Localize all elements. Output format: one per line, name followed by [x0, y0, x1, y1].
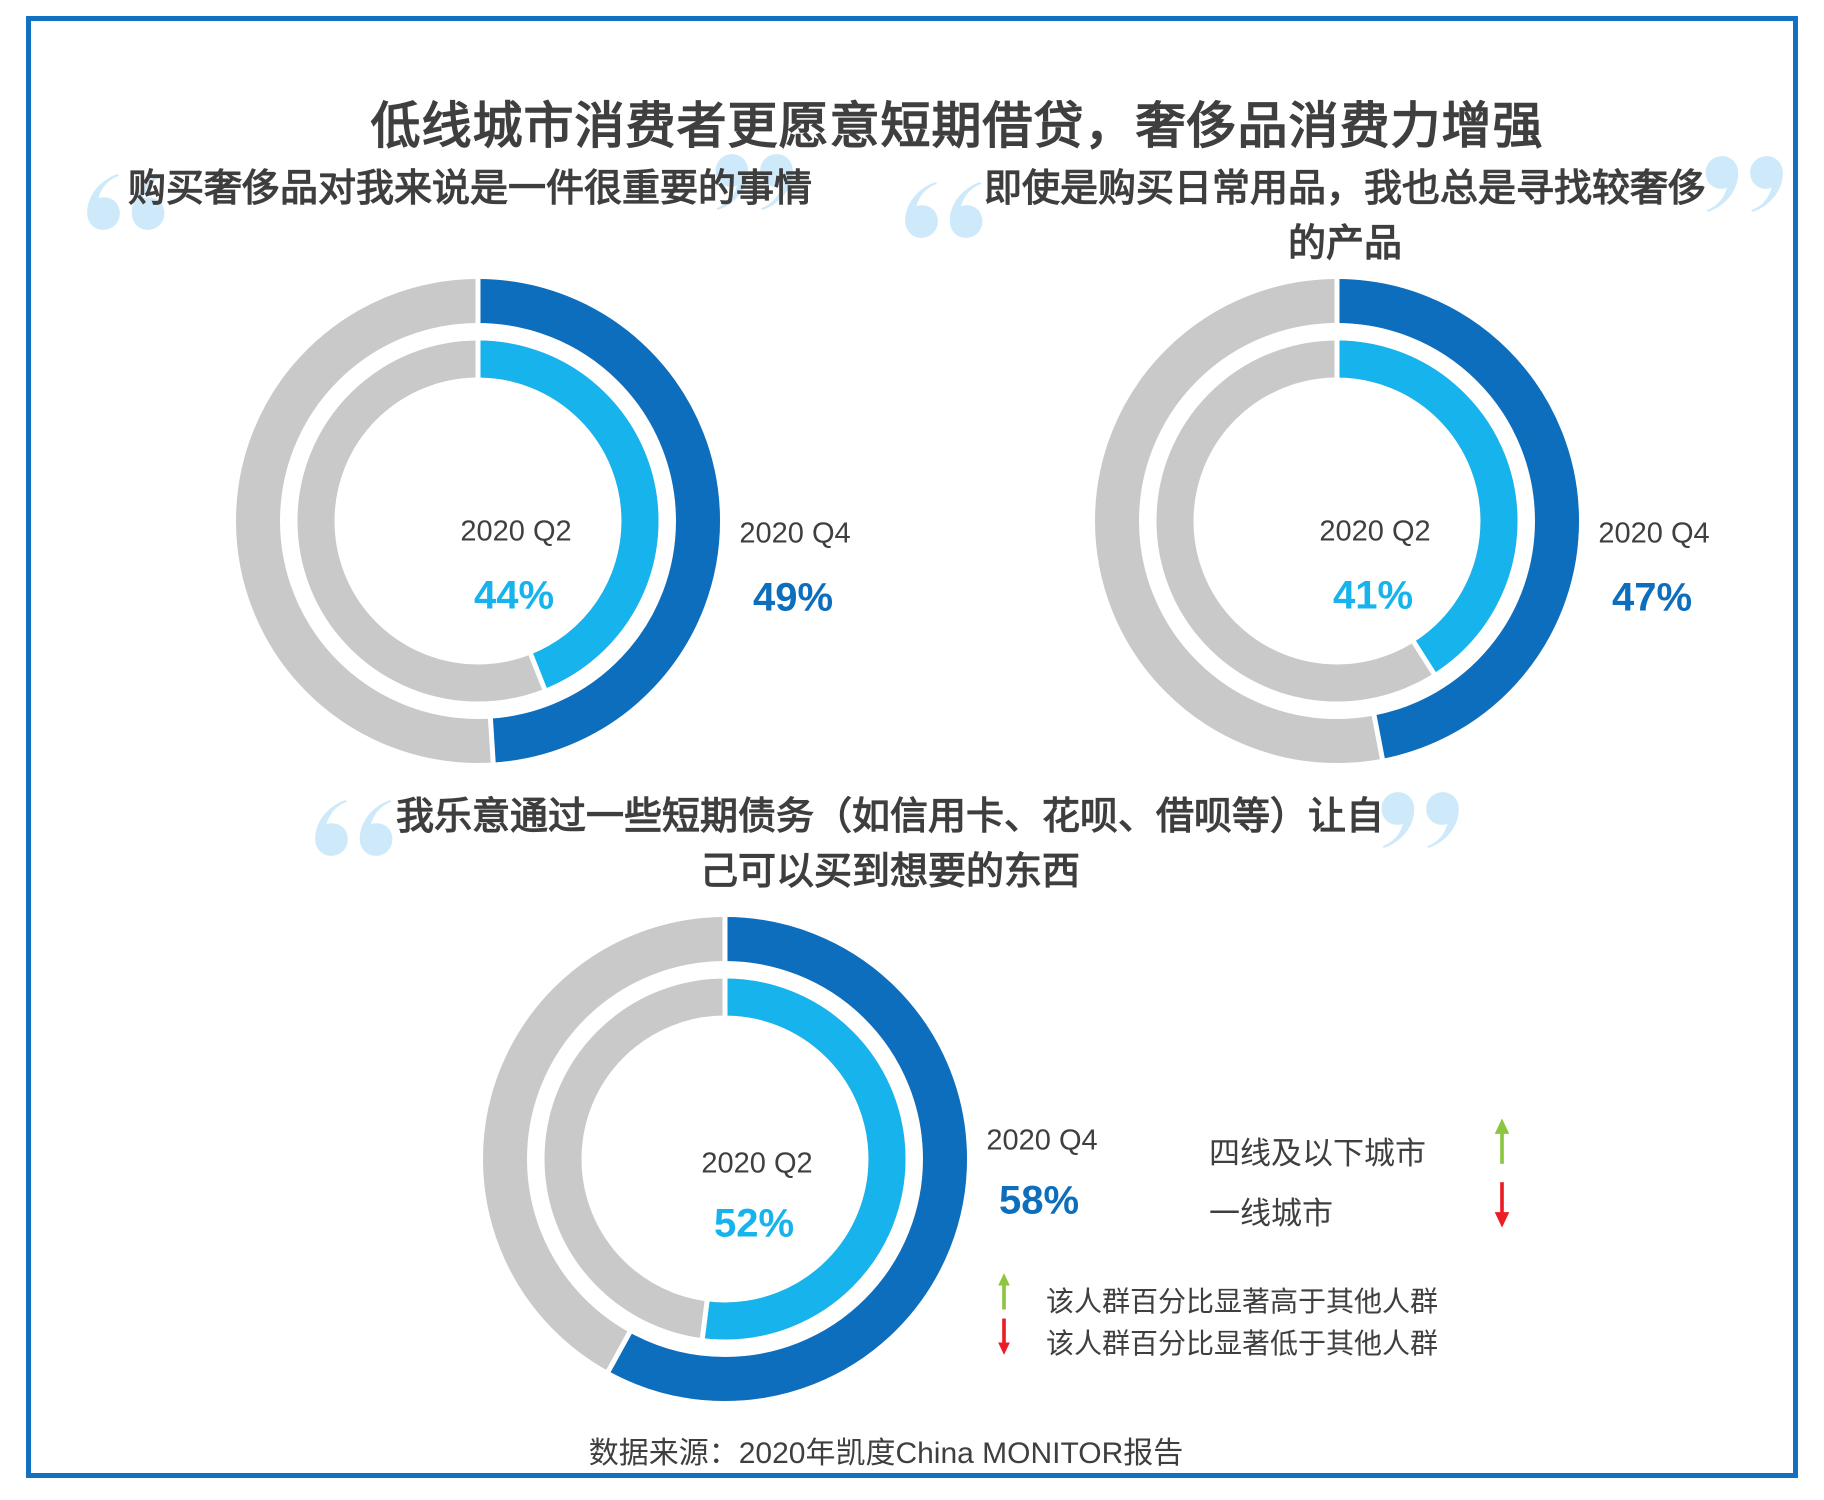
ring-separator-inner-end: [699, 1297, 710, 1342]
arrow-head: [1494, 1212, 1510, 1228]
donut2-q2-label: 2020 Q2: [1319, 515, 1431, 548]
down-arrow-icon: [1494, 1182, 1510, 1228]
up-arrow-icon: [998, 1273, 1010, 1310]
quote-3-text: 我乐意通过一些短期债务（如信用卡、花呗、借呗等）让自己可以买到想要的东西: [395, 796, 1384, 894]
up-arrow-icon: [1494, 1118, 1510, 1164]
donut1-q2-label: 2020 Q2: [460, 515, 572, 548]
donut1-q4-value: 49%: [752, 575, 834, 620]
ring-separator-outer-end: [487, 715, 496, 763]
donut3-q4-value: 58%: [998, 1178, 1080, 1223]
page-title: 低线城市消费者更愿意短期借贷，奢侈品消费力增强: [370, 98, 1544, 154]
note-significantly-lower: 该人群百分比显著低于其他人群: [1046, 1328, 1439, 1359]
open-quote-glyph: [905, 182, 982, 238]
arrow-head: [998, 1273, 1010, 1286]
open-quote-glyph: [315, 800, 392, 856]
arrow-head: [1494, 1118, 1510, 1134]
quote-1-text: 购买奢侈品对我来说是一件很重要的事情: [127, 168, 812, 210]
donut1-q4-label: 2020 Q4: [739, 517, 851, 550]
down-arrow-icon: [998, 1318, 1010, 1355]
ring-separator-inner-end: [527, 650, 549, 693]
donut3-q2-value: 52%: [713, 1201, 795, 1246]
close-quote-icon: [1704, 152, 1790, 216]
quote-2-text: 即使是购买日常用品，我也总是寻找较奢侈的产品: [983, 168, 1706, 266]
close-quote-glyph: [1382, 792, 1459, 848]
ring-separator-inner-end: [1409, 637, 1438, 678]
source-note: 数据来源：2020年凯度China MONITOR报告: [588, 1437, 1184, 1470]
donut2-q4-value: 47%: [1611, 575, 1693, 620]
arrow-head: [998, 1342, 1010, 1355]
legend-item-tier1-cities: 一线城市: [1209, 1196, 1333, 1231]
donut3-q2-label: 2020 Q2: [701, 1147, 813, 1180]
donut1-q2-value: 44%: [473, 573, 555, 618]
border-frame: [26, 16, 1798, 1478]
donut2-q4-label: 2020 Q4: [1598, 517, 1710, 550]
open-quote-icon: [898, 178, 984, 242]
note-significantly-higher: 该人群百分比显著高于其他人群: [1046, 1286, 1439, 1317]
ring-separator-outer-end: [604, 1328, 634, 1375]
donut-chart-1: [236, 279, 720, 763]
close-quote-glyph: [1706, 156, 1783, 212]
open-quote-icon: [308, 796, 394, 860]
donut2-q2-value: 41%: [1332, 573, 1414, 618]
donut-chart-2: [1095, 279, 1579, 763]
donut-chart-3: [483, 917, 967, 1401]
ring-separator-outer-end: [1371, 712, 1386, 763]
legend-item-tier4-cities: 四线及以下城市: [1209, 1136, 1426, 1171]
donut3-q4-label: 2020 Q4: [986, 1124, 1098, 1157]
close-quote-icon: [1380, 788, 1466, 852]
